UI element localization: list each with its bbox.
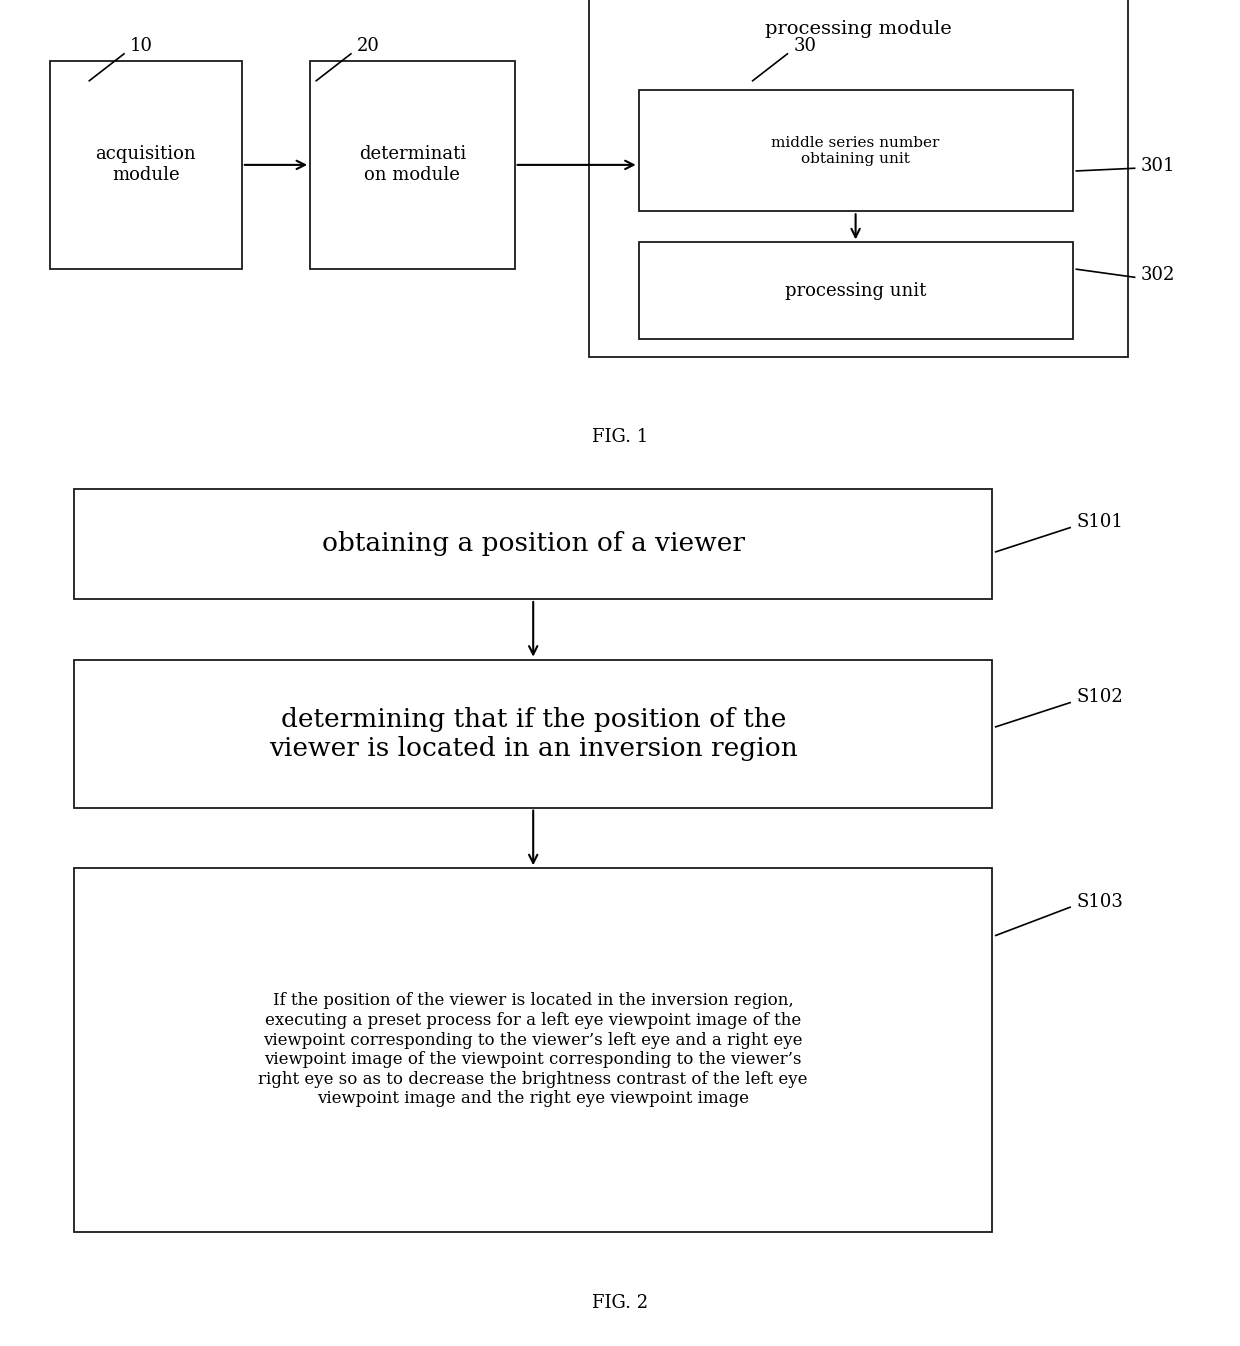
Text: 301: 301 bbox=[1141, 156, 1176, 175]
Text: obtaining a position of a viewer: obtaining a position of a viewer bbox=[321, 532, 745, 556]
Text: FIG. 2: FIG. 2 bbox=[591, 1294, 649, 1312]
Text: S101: S101 bbox=[1076, 513, 1123, 532]
Text: determinati
on module: determinati on module bbox=[358, 145, 466, 184]
Text: If the position of the viewer is located in the inversion region,
executing a pr: If the position of the viewer is located… bbox=[258, 992, 808, 1108]
Bar bbox=[74, 868, 992, 1232]
Bar bbox=[639, 242, 1073, 339]
Bar bbox=[310, 61, 515, 269]
Bar bbox=[589, 0, 1128, 357]
Bar bbox=[639, 90, 1073, 211]
Text: S103: S103 bbox=[1076, 892, 1123, 911]
Text: FIG. 1: FIG. 1 bbox=[591, 428, 649, 447]
Text: 10: 10 bbox=[130, 36, 154, 55]
Text: acquisition
module: acquisition module bbox=[95, 145, 196, 184]
Bar bbox=[50, 61, 242, 269]
Text: 20: 20 bbox=[357, 36, 379, 55]
Text: 30: 30 bbox=[794, 36, 817, 55]
Bar bbox=[74, 489, 992, 599]
Text: processing unit: processing unit bbox=[785, 281, 926, 300]
Text: determining that if the position of the
viewer is located in an inversion region: determining that if the position of the … bbox=[269, 707, 797, 760]
Text: processing module: processing module bbox=[765, 20, 951, 38]
Text: 302: 302 bbox=[1141, 265, 1176, 284]
Bar bbox=[74, 660, 992, 808]
Text: S102: S102 bbox=[1076, 688, 1123, 707]
Text: middle series number
obtaining unit: middle series number obtaining unit bbox=[771, 136, 940, 166]
